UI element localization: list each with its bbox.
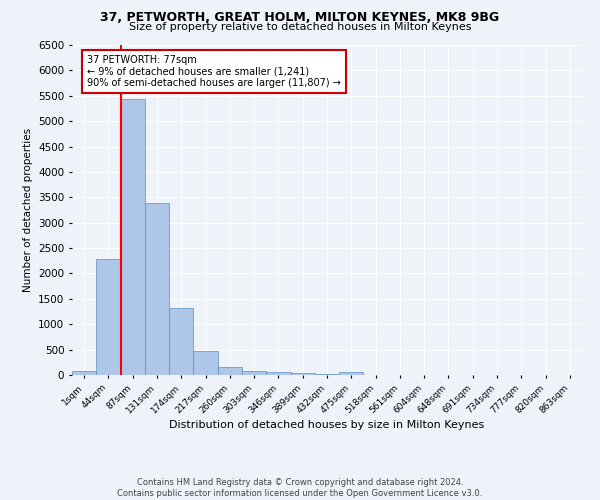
X-axis label: Distribution of detached houses by size in Milton Keynes: Distribution of detached houses by size … (169, 420, 485, 430)
Bar (242, 371, 266, 375)
Bar (315, 374, 339, 375)
Text: Contains HM Land Registry data © Crown copyright and database right 2024.
Contai: Contains HM Land Registry data © Crown c… (118, 478, 482, 498)
Bar (169, 308, 193, 375)
Bar (121, 100, 145, 375)
Bar (72, 372, 96, 375)
Y-axis label: Number of detached properties: Number of detached properties (23, 128, 32, 292)
Bar (290, 373, 315, 375)
Bar (339, 372, 364, 375)
Bar (218, 367, 242, 375)
Text: Size of property relative to detached houses in Milton Keynes: Size of property relative to detached ho… (129, 22, 471, 32)
Text: 37 PETWORTH: 77sqm
← 9% of detached houses are smaller (1,241)
90% of semi-detac: 37 PETWORTH: 77sqm ← 9% of detached hous… (88, 55, 341, 88)
Bar (145, 203, 169, 375)
Bar (193, 350, 218, 375)
Text: 37, PETWORTH, GREAT HOLM, MILTON KEYNES, MK8 9BG: 37, PETWORTH, GREAT HOLM, MILTON KEYNES,… (100, 11, 500, 24)
Bar (266, 372, 290, 375)
Bar (96, 259, 121, 375)
